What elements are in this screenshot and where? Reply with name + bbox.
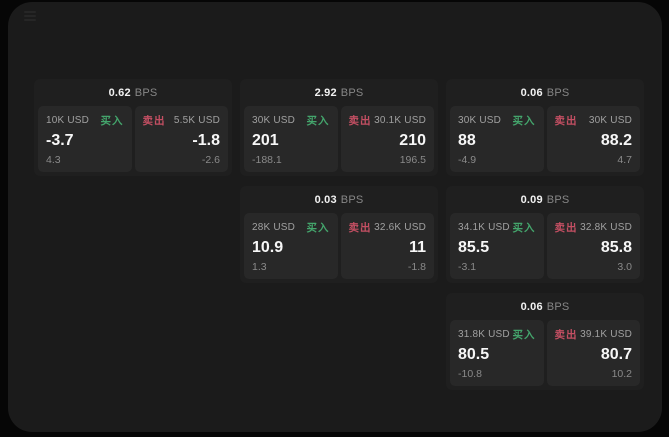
sell-button[interactable]: 卖出 (348, 222, 372, 234)
menu-icon[interactable] (24, 11, 36, 21)
sell-notional: 39.1K USD (580, 329, 632, 340)
bps-unit-label: BPS (340, 193, 364, 206)
sell-change: 196.5 (399, 154, 426, 166)
buy-change: -4.9 (458, 154, 477, 166)
card-body: 31.8K USD 买入 80.5 -10.8 卖出 39.1K USD 80.… (450, 320, 640, 386)
sell-button[interactable]: 卖出 (348, 115, 372, 127)
bps-unit-label: BPS (546, 193, 570, 206)
card-body: 28K USD 买入 10.9 1.3 卖出 32.6K USD 11 -1.8 (244, 213, 434, 279)
quote-card: 0.62 BPS 10K USD 买入 -3.7 4.3 卖出 5.5K USD… (34, 79, 232, 176)
buy-change: -10.8 (458, 368, 482, 380)
buy-change: 4.3 (46, 154, 61, 166)
card-body: 30K USD 买入 201 -188.1 卖出 30.1K USD 210 1… (244, 106, 434, 172)
sell-tile[interactable]: 卖出 39.1K USD 80.7 10.2 (546, 320, 640, 386)
bps-value: 0.03 (314, 193, 337, 206)
buy-button[interactable]: 买入 (512, 329, 536, 341)
bps-unit-label: BPS (546, 300, 570, 313)
sell-change: 3.0 (617, 261, 632, 273)
buy-tile[interactable]: 31.8K USD 买入 80.5 -10.8 (450, 320, 544, 386)
buy-change: 1.3 (252, 261, 267, 273)
app-panel: 0.62 BPS 10K USD 买入 -3.7 4.3 卖出 5.5K USD… (8, 2, 662, 432)
buy-button[interactable]: 买入 (306, 115, 330, 127)
buy-tile[interactable]: 10K USD 买入 -3.7 4.3 (38, 106, 132, 172)
quote-card: 2.92 BPS 30K USD 买入 201 -188.1 卖出 30.1K … (240, 79, 438, 176)
buy-notional: 30K USD (458, 115, 502, 126)
bps-header: 0.06 BPS (450, 79, 640, 106)
buy-button[interactable]: 买入 (100, 115, 124, 127)
sell-price: -1.8 (192, 132, 220, 149)
sell-change: 4.7 (617, 154, 632, 166)
buy-price: 88 (458, 132, 476, 149)
sell-button[interactable]: 卖出 (554, 115, 578, 127)
card-body: 34.1K USD 买入 85.5 -3.1 卖出 32.8K USD 85.8… (450, 213, 640, 279)
sell-change: 10.2 (611, 368, 632, 380)
quote-card: 0.03 BPS 28K USD 买入 10.9 1.3 卖出 32.6K US… (240, 186, 438, 283)
buy-notional: 34.1K USD (458, 222, 510, 233)
bps-header: 2.92 BPS (244, 79, 434, 106)
buy-price: 85.5 (458, 239, 490, 256)
sell-price: 88.2 (600, 132, 632, 149)
sell-button[interactable]: 卖出 (554, 222, 578, 234)
buy-tile[interactable]: 34.1K USD 买入 85.5 -3.1 (450, 213, 544, 279)
sell-tile[interactable]: 卖出 32.6K USD 11 -1.8 (340, 213, 434, 279)
buy-tile[interactable]: 28K USD 买入 10.9 1.3 (244, 213, 338, 279)
bps-header: 0.09 BPS (450, 186, 640, 213)
quote-card: 0.06 BPS 31.8K USD 买入 80.5 -10.8 卖出 39.1… (446, 293, 644, 390)
bps-header: 0.06 BPS (450, 293, 640, 320)
buy-tile[interactable]: 30K USD 买入 201 -188.1 (244, 106, 338, 172)
card-body: 30K USD 买入 88 -4.9 卖出 30K USD 88.2 4.7 (450, 106, 640, 172)
sell-notional: 32.6K USD (374, 222, 426, 233)
buy-price: 80.5 (458, 346, 490, 363)
sell-price: 210 (399, 132, 426, 149)
sell-price: 11 (409, 239, 426, 256)
bps-header: 0.03 BPS (244, 186, 434, 213)
cards-grid: 0.62 BPS 10K USD 买入 -3.7 4.3 卖出 5.5K USD… (34, 79, 644, 390)
sell-notional: 30K USD (588, 115, 632, 126)
sell-notional: 5.5K USD (173, 115, 220, 126)
quote-card: 0.06 BPS 30K USD 买入 88 -4.9 卖出 30K USD 8… (446, 79, 644, 176)
sell-change: -1.8 (407, 261, 426, 273)
buy-notional: 28K USD (252, 222, 296, 233)
sell-notional: 30.1K USD (374, 115, 426, 126)
bps-header: 0.62 BPS (38, 79, 228, 106)
sell-tile[interactable]: 卖出 32.8K USD 85.8 3.0 (546, 213, 640, 279)
buy-change: -188.1 (252, 154, 282, 166)
sell-notional: 32.8K USD (580, 222, 632, 233)
sell-change: -2.6 (201, 154, 220, 166)
bps-value: 0.06 (520, 300, 543, 313)
buy-price: -3.7 (46, 132, 74, 149)
buy-notional: 10K USD (46, 115, 90, 126)
buy-button[interactable]: 买入 (512, 222, 536, 234)
bps-unit-label: BPS (340, 86, 364, 99)
sell-button[interactable]: 卖出 (554, 329, 578, 341)
sell-tile[interactable]: 卖出 5.5K USD -1.8 -2.6 (134, 106, 228, 172)
bps-value: 0.62 (108, 86, 131, 99)
sell-price: 80.7 (600, 346, 632, 363)
card-body: 10K USD 买入 -3.7 4.3 卖出 5.5K USD -1.8 -2.… (38, 106, 228, 172)
buy-change: -3.1 (458, 261, 477, 273)
buy-price: 10.9 (252, 239, 284, 256)
quote-card: 0.09 BPS 34.1K USD 买入 85.5 -3.1 卖出 32.8K… (446, 186, 644, 283)
buy-button[interactable]: 买入 (306, 222, 330, 234)
sell-tile[interactable]: 卖出 30.1K USD 210 196.5 (340, 106, 434, 172)
bps-value: 0.06 (520, 86, 543, 99)
sell-tile[interactable]: 卖出 30K USD 88.2 4.7 (546, 106, 640, 172)
bps-value: 0.09 (520, 193, 543, 206)
sell-button[interactable]: 卖出 (142, 115, 166, 127)
buy-button[interactable]: 买入 (512, 115, 536, 127)
bps-unit-label: BPS (546, 86, 570, 99)
bps-value: 2.92 (314, 86, 337, 99)
buy-notional: 30K USD (252, 115, 296, 126)
buy-notional: 31.8K USD (458, 329, 510, 340)
bps-unit-label: BPS (134, 86, 158, 99)
buy-price: 201 (252, 132, 279, 149)
sell-price: 85.8 (600, 239, 632, 256)
buy-tile[interactable]: 30K USD 买入 88 -4.9 (450, 106, 544, 172)
